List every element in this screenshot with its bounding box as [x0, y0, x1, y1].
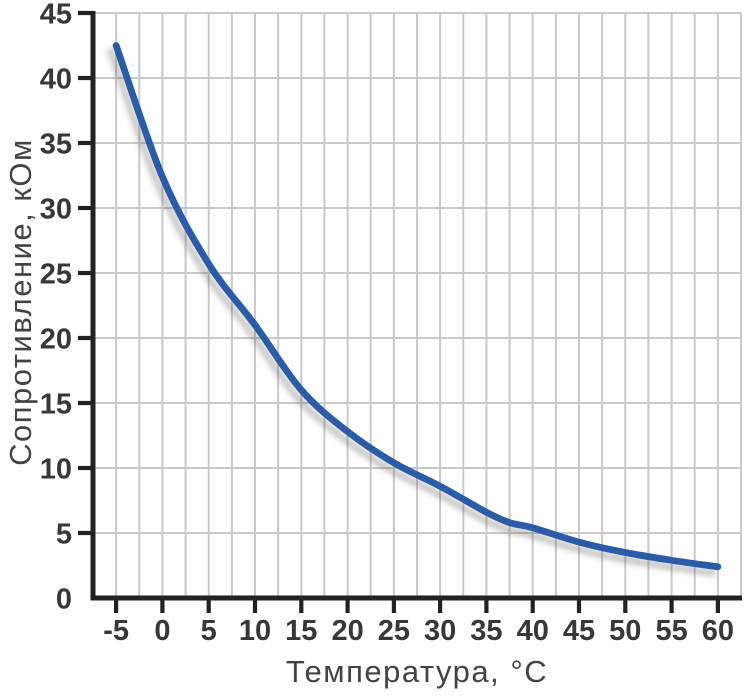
y-tick-label: 0	[56, 584, 72, 616]
x-tick-label: 45	[563, 615, 595, 647]
x-axis-title: Температура, °C	[286, 654, 548, 689]
y-axis-title: Сопротивление, кОм	[3, 138, 38, 466]
x-tick-label: 35	[470, 615, 502, 647]
x-tick-label: 30	[424, 615, 456, 647]
x-tick-label: 20	[331, 615, 363, 647]
x-tick-label: 60	[702, 615, 734, 647]
x-tick-label: 40	[517, 615, 549, 647]
y-tick-label: 25	[40, 259, 72, 291]
x-tick-label: 10	[239, 615, 271, 647]
x-tick-label: 5	[201, 615, 217, 647]
y-tick-label: 40	[40, 64, 72, 96]
y-tick-label: 35	[40, 129, 72, 161]
y-tick-label: 10	[40, 454, 72, 486]
x-tick-label: -5	[103, 615, 129, 647]
y-tick-label: 30	[40, 194, 72, 226]
x-tick-label: 15	[285, 615, 317, 647]
y-tick-label: 20	[40, 324, 72, 356]
x-tick-label: 55	[655, 615, 687, 647]
grid	[94, 12, 742, 597]
y-tick-label: 45	[40, 0, 72, 31]
y-tick-label: 15	[40, 389, 72, 421]
resistance-curve	[112, 42, 722, 571]
y-tick-label: 5	[56, 519, 72, 551]
x-tick-label: 25	[378, 615, 410, 647]
x-tick-label: 0	[154, 615, 170, 647]
x-tick-label: 50	[609, 615, 641, 647]
